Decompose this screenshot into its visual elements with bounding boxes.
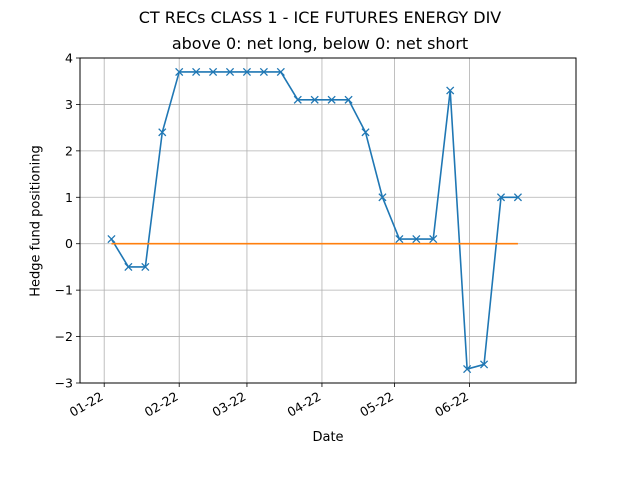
series-1-point xyxy=(496,193,506,202)
series-1-line xyxy=(110,71,518,370)
y-tick-label: 2 xyxy=(65,143,73,158)
series-1-point xyxy=(158,128,167,137)
chart-title: CT RECs CLASS 1 - ICE FUTURES ENERGY DIV xyxy=(138,8,502,27)
series-1-point xyxy=(344,95,353,104)
series-1-point xyxy=(429,235,438,244)
series-1-point xyxy=(124,262,133,271)
y-tick-label: −1 xyxy=(55,283,73,298)
x-tick-label: 05-22 xyxy=(357,389,396,420)
axis-ticks: −3 −2 −1 0 1 2 3 4 01-22 02-22 03-22 04-22 05-22 06-2… xyxy=(55,51,471,420)
y-tick-label: −3 xyxy=(55,376,73,391)
series-1-point xyxy=(107,235,116,244)
series-1-point xyxy=(412,235,421,244)
series-1-point xyxy=(276,67,285,76)
series-1-point xyxy=(463,365,472,374)
series-1-point xyxy=(361,128,370,137)
series-1-point xyxy=(242,67,252,76)
series-1-point xyxy=(175,67,184,76)
series-1-point xyxy=(378,193,387,202)
series-1-point xyxy=(225,67,235,76)
series-1-point xyxy=(327,95,336,104)
y-tick-label: 3 xyxy=(65,97,73,112)
x-tick-label: 03-22 xyxy=(209,389,248,420)
y-tick-label: −2 xyxy=(55,329,73,344)
x-tick-label: 04-22 xyxy=(284,389,323,420)
x-tick-label: 01-22 xyxy=(67,389,106,420)
series-layer xyxy=(107,67,522,374)
series-1-point xyxy=(209,67,218,76)
series-1-point xyxy=(446,86,455,95)
y-tick-label: 4 xyxy=(65,51,73,66)
y-tick-label: 1 xyxy=(65,190,73,205)
series-1-point xyxy=(513,193,522,202)
y-tick-label: 0 xyxy=(65,236,73,251)
y-axis-label: Hedge fund positioning xyxy=(28,145,44,297)
grid-lines xyxy=(80,57,576,384)
series-1-point xyxy=(192,67,201,76)
series-1-point xyxy=(259,67,268,76)
series-1-point xyxy=(395,235,404,244)
series-1-point xyxy=(479,360,489,369)
chart-subtitle: above 0: net long, below 0: net short xyxy=(171,34,469,53)
x-tick-label: 02-22 xyxy=(142,389,181,420)
x-axis-label: Date xyxy=(312,430,344,445)
series-1-point xyxy=(293,95,302,104)
x-tick-label: 06-22 xyxy=(432,389,471,420)
plot-frame xyxy=(79,57,577,384)
series-1-point xyxy=(141,262,150,271)
series-1-point xyxy=(310,95,319,104)
